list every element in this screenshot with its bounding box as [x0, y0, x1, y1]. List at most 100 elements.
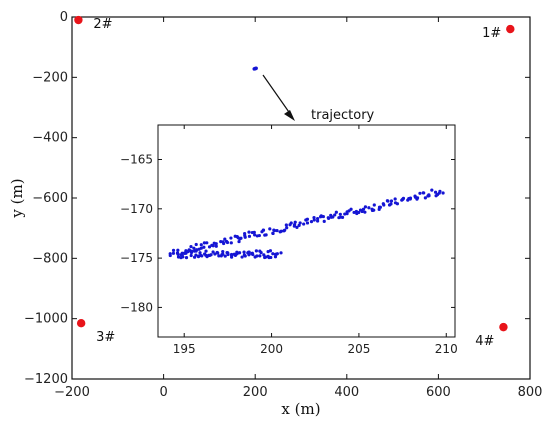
- main-y-tick-label: −800: [32, 251, 68, 266]
- inset-trajectory-point: [232, 252, 236, 256]
- inset-trajectory-point: [189, 244, 193, 249]
- main-y-tick-label: −200: [32, 70, 68, 85]
- inset-y-tick-label: −170: [120, 202, 153, 216]
- inset-trajectory-point: [275, 252, 279, 256]
- main-y-tick-label: 0: [60, 10, 68, 25]
- inset-trajectory-point: [363, 210, 367, 214]
- inset-trajectory-point: [433, 190, 438, 194]
- inset-trajectory-point: [215, 250, 219, 255]
- inset-trajectory-point: [171, 251, 176, 255]
- inset-x-tick-label: 210: [435, 342, 458, 356]
- inset-trajectory-point: [268, 249, 273, 253]
- inset-trajectory-point: [408, 197, 412, 201]
- inset-trajectory-point: [312, 218, 316, 222]
- inset-trajectory-point: [261, 228, 265, 232]
- inset-trajectory-point: [255, 234, 259, 238]
- inset-trajectory-point: [243, 231, 247, 236]
- inset-trajectory-point: [305, 217, 310, 221]
- inset-trajectory-point: [214, 244, 218, 248]
- inset-trajectory-point: [427, 193, 431, 197]
- inset-trajectory-point: [438, 189, 442, 193]
- inset-trajectory-point: [333, 213, 337, 217]
- inset-trajectory-point: [395, 202, 400, 206]
- inset-trajectory-point: [213, 252, 217, 256]
- inset-trajectory-point: [422, 191, 426, 195]
- inset-trajectory-point: [247, 234, 252, 238]
- anchor-point: [76, 318, 86, 328]
- inset-trajectory-point: [415, 197, 419, 201]
- inset-trajectory-point: [225, 240, 230, 245]
- inset-trajectory-point: [423, 196, 427, 200]
- inset-trajectory-point: [372, 203, 376, 207]
- anchor-label: 2#: [93, 17, 112, 32]
- inset-trajectory-point: [180, 251, 184, 255]
- inset-trajectory-point: [316, 217, 320, 221]
- inset-trajectory-point: [184, 256, 189, 260]
- inset-trajectory-point: [235, 250, 239, 254]
- inset-trajectory-point: [194, 249, 198, 253]
- inset-trajectory-point: [289, 221, 293, 225]
- inset-trajectory-point: [219, 240, 223, 244]
- inset-trajectory-point: [357, 210, 361, 215]
- y-axis-label: y (m): [8, 178, 26, 218]
- inset-trajectory-point: [285, 226, 289, 230]
- inset-trajectory-point: [361, 207, 366, 211]
- inset-trajectory-point: [183, 251, 187, 255]
- inset-trajectory-point: [279, 251, 283, 255]
- inset-trajectory-point: [176, 252, 180, 256]
- main-x-tick-label: 400: [334, 385, 359, 400]
- inset-trajectory-point: [275, 228, 279, 233]
- inset-trajectory-point: [264, 233, 268, 237]
- inset-trajectory-point: [226, 252, 230, 257]
- inset-x-ticks: 195 200 205 210: [173, 125, 458, 356]
- anchor-point: [506, 24, 515, 34]
- inset-frame: [157, 124, 456, 338]
- inset-trajectory-point: [242, 253, 246, 257]
- inset-trajectory-point: [211, 250, 215, 254]
- inset-trajectory-point: [192, 246, 196, 250]
- inset-trajectory-point: [297, 223, 301, 227]
- inset-trajectory-point: [268, 227, 272, 231]
- inset-trajectory-point: [389, 199, 394, 203]
- inset-trajectory-point: [326, 216, 331, 221]
- inset-trajectory-point: [372, 208, 376, 212]
- inset-trajectory-point: [202, 241, 206, 245]
- inset-trajectory-point: [312, 216, 316, 220]
- inset-trajectory-point: [207, 245, 212, 249]
- main-x-tick-label: −200: [54, 385, 90, 400]
- inset-y-tick-label: −165: [120, 153, 153, 167]
- inset-trajectory-point: [199, 246, 203, 250]
- inset-trajectory-point: [205, 241, 209, 245]
- inset-trajectory-point: [271, 252, 275, 256]
- inset-trajectory-point: [229, 241, 233, 245]
- inset-background: [158, 125, 455, 337]
- inset-trajectory-point: [221, 250, 225, 254]
- inset-trajectory-point: [253, 233, 257, 237]
- inset-trajectory-point: [302, 222, 306, 226]
- inset-trajectory-point: [363, 205, 368, 209]
- inset-trajectory-point: [247, 250, 251, 254]
- inset-trajectory-point: [176, 248, 180, 252]
- inset-trajectory-point: [229, 236, 233, 240]
- inset-y-tick-label: −175: [120, 251, 153, 265]
- anchor-label: 1#: [482, 26, 501, 41]
- inset-trajectory-point: [239, 236, 243, 240]
- inset-trajectory-point: [293, 220, 297, 224]
- inset-trajectory-point: [204, 249, 208, 253]
- inset-trajectory-point: [189, 253, 193, 258]
- inset-trajectory-point: [385, 199, 390, 203]
- inset-trajectory-point: [272, 228, 277, 233]
- inset-trajectory-point: [251, 252, 255, 257]
- inset-trajectory-point: [200, 254, 204, 258]
- anchor-label: 4#: [475, 334, 494, 349]
- inset-trajectory-point: [221, 252, 225, 256]
- main-y-tick-label: −400: [32, 131, 68, 146]
- inset-trajectory-point: [269, 255, 273, 260]
- inset-trajectory-point: [343, 212, 347, 216]
- inset-trajectory-point: [271, 231, 275, 236]
- inset-trajectory-point: [171, 248, 176, 252]
- inset-trajectory-point: [209, 253, 213, 257]
- main-x-tick-label: 800: [518, 385, 543, 400]
- inset-trajectory-point: [199, 243, 203, 247]
